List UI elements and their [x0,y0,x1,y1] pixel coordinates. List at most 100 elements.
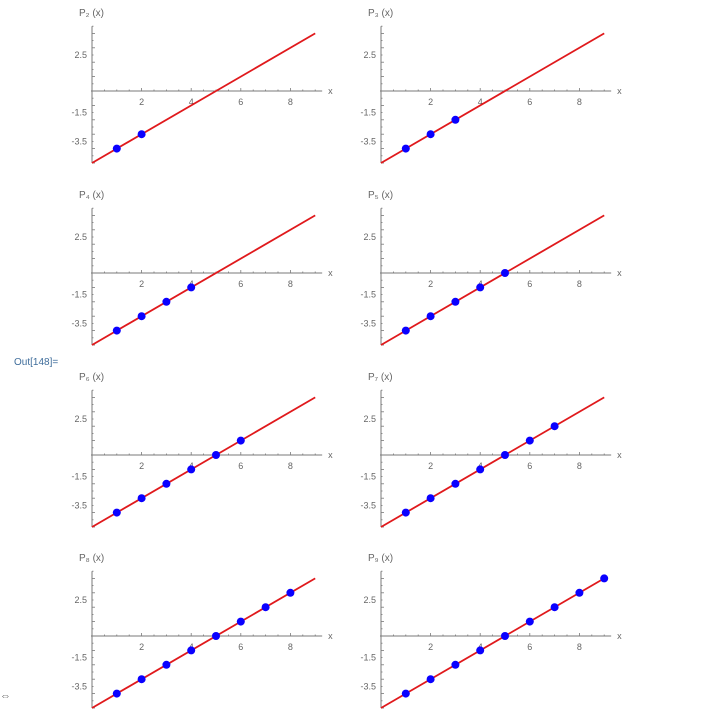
data-point [501,632,509,640]
data-point [112,508,121,517]
x-tick-label: 8 [577,97,582,107]
x-tick-label: 2 [139,642,144,652]
chart-title: P₇ (x) [368,372,393,383]
x-tick-label: 2 [139,97,144,107]
fit-line [380,32,605,164]
y-tick-label: -1.5 [71,653,87,663]
y-tick-label: 2.5 [363,595,376,605]
data-point [426,312,435,321]
x-tick-label: 8 [288,97,293,107]
data-point [575,588,584,597]
x-tick-label: 8 [288,279,293,289]
data-point [187,646,196,655]
chart-title: P₆ (x) [79,372,104,383]
fit-line [91,577,316,709]
chart-title: P₄ (x) [79,190,104,201]
data-point [162,479,171,488]
y-tick-label: -3.5 [360,500,376,510]
x-tick-label: 2 [139,461,144,471]
data-point [112,144,121,153]
data-point [476,283,485,292]
data-point [451,297,460,306]
y-tick-label: 2.5 [363,232,376,242]
output-cell-label: Out[148]= [14,357,59,368]
y-tick-label: -3.5 [71,681,87,691]
y-tick-label: -3.5 [360,136,376,146]
x-tick-label: 2 [428,461,433,471]
fit-line [91,396,316,528]
data-point [236,436,245,445]
x-tick-label: 2 [428,642,433,652]
x-tick-label: 6 [238,461,243,471]
y-tick-label: -1.5 [360,472,376,482]
data-point [162,660,171,669]
data-point [600,574,609,583]
x-axis-label: x [617,631,622,641]
data-point [501,451,509,459]
data-point [401,508,410,517]
x-tick-label: 2 [428,279,433,289]
x-axis-label: x [328,86,333,96]
data-point [261,603,270,612]
chart-panel-3: 2 4 6 8 2.5 -1.5 -3.5 x P₃ (x) [360,8,622,164]
x-axis-label: x [328,450,333,460]
y-tick-label: 2.5 [74,595,87,605]
data-point [525,617,534,626]
y-tick-label: 2.5 [363,50,376,60]
y-tick-label: -1.5 [71,290,87,300]
x-tick-label: 6 [527,279,532,289]
x-tick-label: 8 [288,642,293,652]
data-point [426,494,435,503]
x-tick-label: 6 [238,642,243,652]
fit-line [380,577,605,709]
x-tick-label: 6 [238,279,243,289]
y-tick-label: 2.5 [363,414,376,424]
x-tick-label: 2 [139,279,144,289]
y-tick-label: 2.5 [74,50,87,60]
y-tick-label: 2.5 [74,414,87,424]
data-point [137,130,146,139]
y-tick-label: -3.5 [360,318,376,328]
chart-title: P₅ (x) [368,190,393,201]
data-point [476,646,485,655]
data-point [501,269,509,277]
y-tick-label: -3.5 [71,318,87,328]
data-point [212,632,220,640]
x-axis-label: x [328,631,333,641]
x-axis-label: x [617,268,622,278]
data-point [550,603,559,612]
data-point [187,283,196,292]
data-point [525,436,534,445]
data-point [236,617,245,626]
fit-line [380,214,605,346]
chart-title: P₂ (x) [79,8,104,19]
fit-line [91,214,316,346]
data-point [162,297,171,306]
chart-title: P₈ (x) [79,553,104,564]
x-tick-label: 8 [577,461,582,471]
cell-bracket-icon: ⇔ [0,690,11,702]
data-point [137,675,146,684]
data-point [112,326,121,335]
chart-title: P₉ (x) [368,553,393,564]
y-tick-label: -3.5 [71,136,87,146]
x-tick-label: 6 [527,97,532,107]
x-axis-label: x [617,86,622,96]
x-axis-label: x [328,268,333,278]
data-point [426,130,435,139]
x-tick-label: 6 [527,461,532,471]
data-point [476,465,485,474]
x-tick-label: 6 [238,97,243,107]
x-tick-label: 8 [577,642,582,652]
y-tick-label: -1.5 [71,472,87,482]
y-tick-label: -3.5 [360,681,376,691]
data-point [286,588,295,597]
y-tick-label: -1.5 [360,108,376,118]
